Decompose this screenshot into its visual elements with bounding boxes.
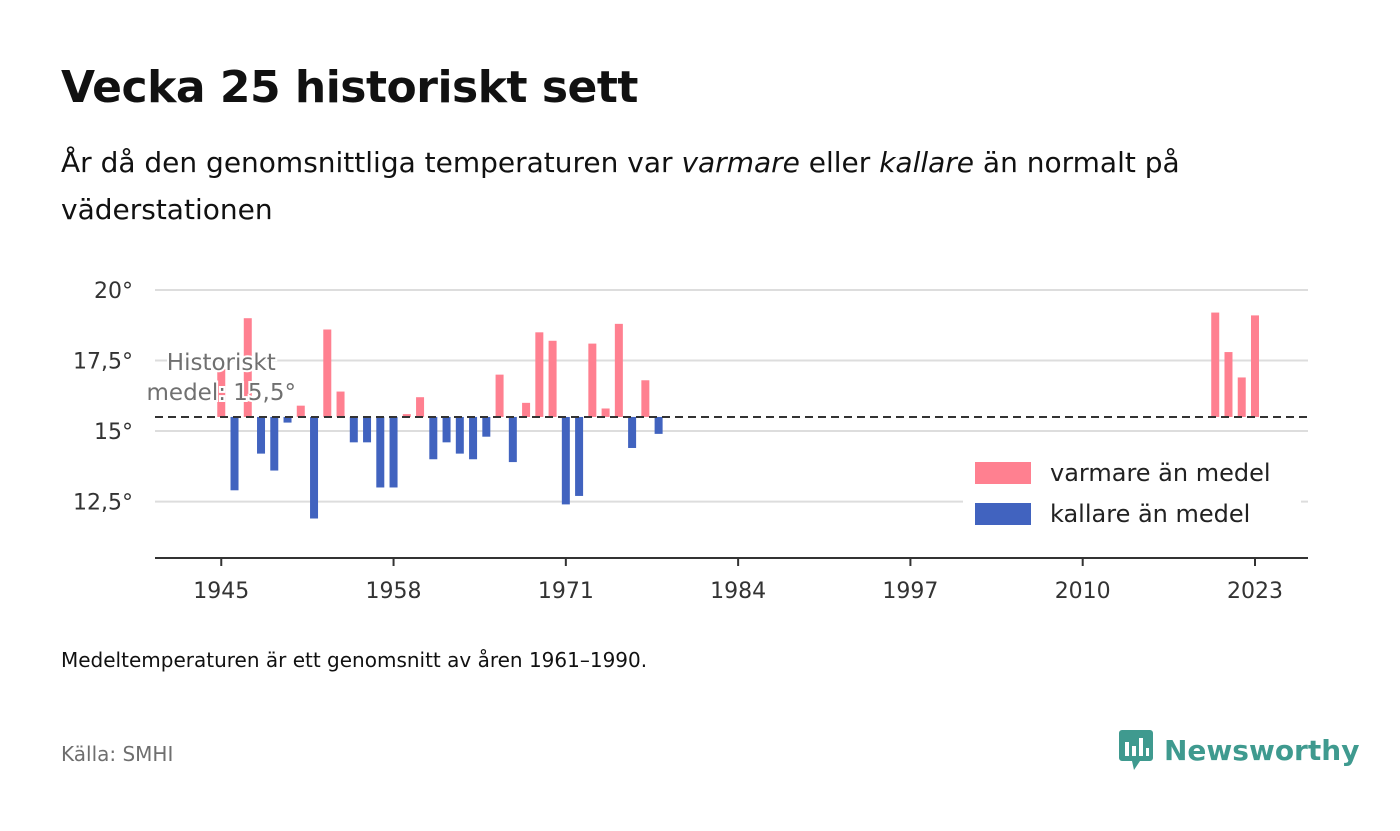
- brand-name: Newsworthy: [1164, 733, 1360, 767]
- y-tick-label: 15°: [94, 420, 133, 445]
- legend-swatch: [975, 503, 1031, 525]
- subtitle-text-start: År då den genomsnittliga temperaturen va…: [61, 146, 682, 179]
- chart-subtitle: År då den genomsnittliga temperaturen va…: [61, 139, 1301, 233]
- axes: 20° 17,5° 15° 12,5° 1945 1958 1971 1984 1997 2010…: [73, 279, 1308, 604]
- legend-label: kallare än medel: [1050, 500, 1250, 528]
- bar-colder: [455, 416, 464, 454]
- bar-warmer: [323, 329, 332, 417]
- bar-warmer: [402, 414, 411, 417]
- bar-warmer: [1224, 352, 1233, 417]
- bar-colder: [376, 416, 385, 488]
- bar-colder: [508, 416, 517, 463]
- bar-warmer: [1211, 312, 1220, 417]
- bar-colder: [257, 416, 266, 454]
- bar-colder: [482, 416, 491, 437]
- bar-warmer: [641, 380, 650, 417]
- source-label: Källa: SMHI: [61, 742, 174, 766]
- brand-logo: Newsworthy: [1118, 728, 1359, 772]
- bar-warmer: [243, 318, 252, 417]
- x-tick-label: 1997: [882, 579, 938, 604]
- x-tick-label: 1958: [366, 579, 422, 604]
- bars: [217, 312, 1259, 519]
- historical-mean-label: Historiskt: [167, 350, 276, 376]
- x-tick-label: 1945: [193, 579, 249, 604]
- bar-colder: [270, 416, 279, 471]
- y-tick-label: 17,5°: [73, 350, 133, 375]
- bar-warmer: [1250, 315, 1259, 417]
- x-tick-label: 1971: [538, 579, 594, 604]
- bar-colder: [310, 416, 319, 519]
- bar-warmer: [495, 374, 504, 417]
- bar-warmer: [535, 332, 544, 417]
- bar-warmer: [601, 408, 610, 417]
- bar-warmer: [416, 397, 425, 417]
- bar-colder: [389, 416, 398, 488]
- bar-colder: [429, 416, 438, 460]
- subtitle-text-middle: eller: [799, 146, 880, 179]
- subtitle-colder-word: kallare: [879, 146, 975, 179]
- bar-colder: [654, 416, 663, 434]
- y-tick-label: 20°: [94, 279, 133, 304]
- temperature-bar-chart: 20° 17,5° 15° 12,5° 1945 1958 1971 1984 1997 2010…: [73, 279, 1308, 604]
- x-tick-label: 1984: [710, 579, 766, 604]
- bar-colder: [349, 416, 358, 443]
- reference-line-group: Historiskt medel: 15,5°: [145, 348, 1308, 418]
- bar-warmer: [588, 343, 597, 417]
- footnote: Medeltemperaturen är ett genomsnitt av å…: [61, 648, 648, 672]
- bar-warmer: [336, 391, 345, 417]
- legend-swatch: [975, 462, 1031, 484]
- bar-colder: [442, 416, 451, 443]
- bar-warmer: [614, 323, 623, 417]
- bar-warmer: [1237, 377, 1246, 417]
- bar-warmer: [548, 340, 557, 417]
- bar-warmer: [522, 402, 531, 417]
- y-tick-label: 12,5°: [73, 491, 133, 516]
- bar-colder: [363, 416, 372, 443]
- historical-mean-value-label: medel: 15,5°: [147, 380, 296, 406]
- chart-title: Vecka 25 historiskt sett: [61, 62, 638, 113]
- subtitle-text-end: än normalt på väderstationen: [61, 146, 1180, 226]
- bar-colder: [469, 416, 478, 460]
- bar-warmer: [296, 405, 305, 417]
- bar-colder: [575, 416, 584, 496]
- bar-colder: [628, 416, 637, 448]
- legend: varmare än medel kallare än medel: [963, 453, 1301, 539]
- bar-colder: [283, 416, 292, 423]
- subtitle-warmer-word: varmare: [681, 146, 800, 179]
- bar-warmer: [217, 368, 226, 417]
- bar-colder: [230, 416, 239, 491]
- bar-colder: [561, 416, 570, 505]
- newsworthy-logo-icon: [1119, 730, 1153, 770]
- x-tick-label: 2023: [1227, 579, 1283, 604]
- legend-label: varmare än medel: [1050, 459, 1271, 487]
- x-tick-label: 2010: [1055, 579, 1111, 604]
